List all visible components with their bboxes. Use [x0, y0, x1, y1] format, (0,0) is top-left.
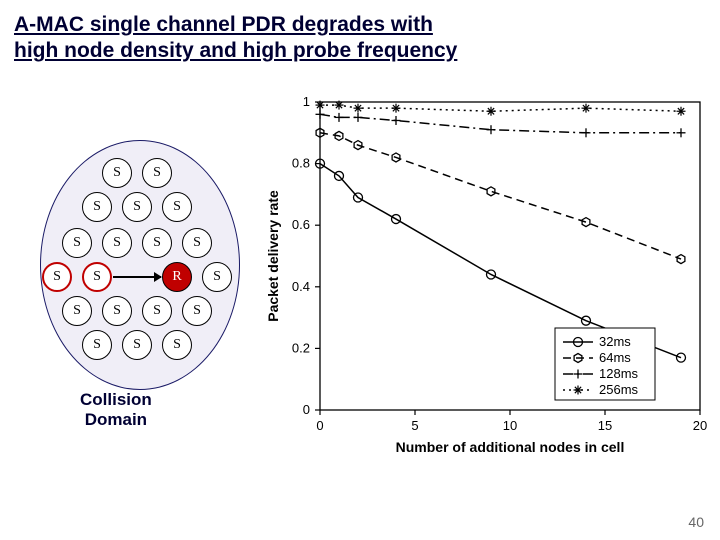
sender-node: S: [142, 158, 172, 188]
sender-node: S: [82, 262, 112, 292]
sender-node: S: [162, 330, 192, 360]
svg-text:0.4: 0.4: [292, 279, 310, 294]
sender-node: S: [82, 192, 112, 222]
svg-text:0: 0: [316, 418, 323, 433]
sender-node: S: [102, 228, 132, 258]
svg-text:128ms: 128ms: [599, 366, 639, 381]
sender-node: S: [142, 228, 172, 258]
svg-text:10: 10: [503, 418, 517, 433]
sender-to-receiver-arrow: [113, 276, 161, 278]
sender-node: S: [182, 296, 212, 326]
svg-text:0.2: 0.2: [292, 340, 310, 355]
sender-node: S: [122, 330, 152, 360]
sender-node: S: [62, 296, 92, 326]
slide-number: 40: [688, 514, 704, 530]
sender-node: S: [102, 296, 132, 326]
receiver-node: R: [162, 262, 192, 292]
svg-text:5: 5: [411, 418, 418, 433]
svg-text:0.8: 0.8: [292, 156, 310, 171]
title-line1: A-MAC single channel PDR degrades with: [14, 13, 433, 36]
sender-node: S: [102, 158, 132, 188]
sender-node: S: [182, 228, 212, 258]
svg-text:32ms: 32ms: [599, 334, 631, 349]
sender-node: S: [62, 228, 92, 258]
sender-node: S: [202, 262, 232, 292]
svg-text:Packet delivery rate: Packet delivery rate: [265, 190, 281, 322]
svg-text:0.6: 0.6: [292, 217, 310, 232]
title-line2: high node density and high probe frequen…: [14, 39, 457, 62]
collision-domain-diagram: SSSSSSSSSSSRSSSSSSSS Collision Domain: [30, 140, 250, 420]
diagram-caption: Collision Domain: [80, 390, 152, 429]
svg-text:1: 1: [303, 94, 310, 109]
svg-text:Number of additional nodes in: Number of additional nodes in cell: [396, 439, 625, 455]
svg-text:64ms: 64ms: [599, 350, 631, 365]
sender-node: S: [142, 296, 172, 326]
svg-text:20: 20: [693, 418, 707, 433]
pdr-chart: 0 5 10 15 20 0 0.2 0.4 0.6 0.8 1 Number of addition…: [262, 90, 710, 460]
svg-text:15: 15: [598, 418, 612, 433]
sender-node: S: [122, 192, 152, 222]
sender-node: S: [162, 192, 192, 222]
svg-text:256ms: 256ms: [599, 382, 639, 397]
sender-node: S: [42, 262, 72, 292]
svg-text:0: 0: [303, 402, 310, 417]
page-title: A-MAC single channel PDR degrades with h…: [14, 12, 457, 65]
sender-node: S: [82, 330, 112, 360]
